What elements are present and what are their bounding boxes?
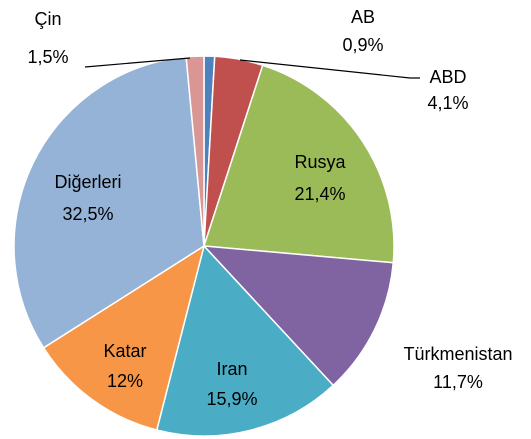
- value-label: 0,9%: [342, 35, 383, 55]
- value-label: 21,4%: [294, 184, 345, 204]
- slice-label: Katar: [103, 341, 146, 361]
- leader-line: [239, 59, 420, 79]
- pie-slice: [13, 56, 205, 349]
- labels: AB 0,9% ABD 4,1% Rusya 21,4% Türkmenistan 11,7%…: [27, 7, 512, 409]
- slice-label: Çin: [34, 9, 61, 29]
- pie-slice: [202, 245, 395, 387]
- value-label: 1,5%: [27, 47, 68, 67]
- value-label: 15,9%: [206, 389, 257, 409]
- pie-slice: [155, 244, 335, 437]
- slice-label: Rusya: [294, 152, 346, 172]
- slice-label: ABD: [429, 67, 466, 87]
- slice-label: Türkmenistan: [403, 344, 512, 364]
- pie-slice: [185, 55, 205, 247]
- value-label: 32,5%: [62, 204, 113, 224]
- slice-label: AB: [351, 7, 375, 27]
- slices: [13, 55, 395, 437]
- value-label: 11,7%: [433, 372, 483, 392]
- slice-label: Diğerleri: [54, 172, 121, 192]
- pie-slice: [202, 64, 395, 264]
- value-label: 12%: [107, 371, 143, 391]
- slice-label: Iran: [216, 359, 247, 379]
- leader-line: [84, 57, 191, 68]
- pie-slice: [42, 244, 206, 431]
- value-label: 4,1%: [427, 93, 468, 113]
